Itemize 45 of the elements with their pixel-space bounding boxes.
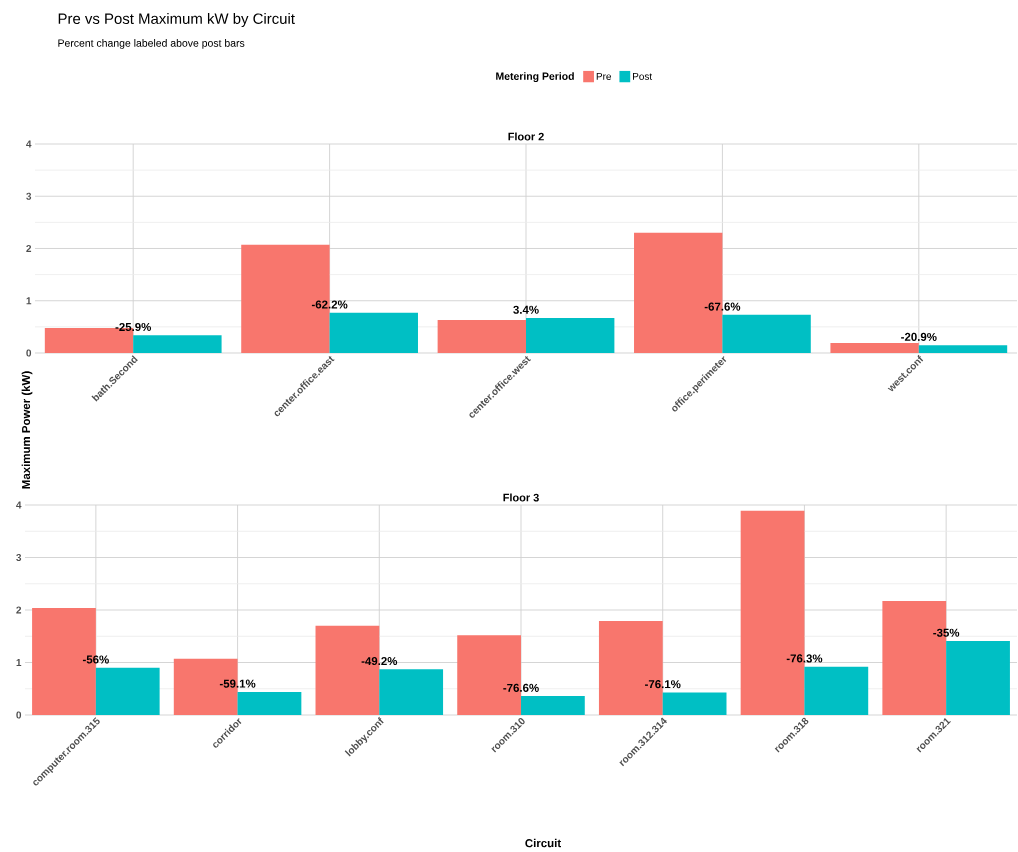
chart-title: Floor 3 bbox=[503, 493, 539, 502]
y-tick-label: 0 bbox=[16, 711, 22, 719]
bar bbox=[662, 692, 727, 715]
y-axis-title: Maximum Power (kW) bbox=[21, 371, 33, 489]
bar bbox=[237, 691, 302, 715]
annotation: -76.3% bbox=[786, 654, 823, 663]
chart-subtitle: Percent change labeled above post bars bbox=[58, 39, 245, 49]
bar bbox=[133, 335, 222, 353]
annotation: -67.6% bbox=[704, 302, 741, 311]
y-tick-label: 1 bbox=[16, 659, 22, 666]
text: Floor 2 bbox=[508, 132, 544, 141]
y-tick-label: 3 bbox=[26, 192, 32, 200]
y-tick-label: 1 bbox=[26, 297, 32, 305]
bar bbox=[804, 666, 869, 715]
legend-title: Metering Period bbox=[496, 72, 574, 83]
bar bbox=[521, 696, 585, 715]
annotation: -25.9% bbox=[115, 322, 152, 332]
chart-title: Pre vs Post Maximum kW by Circuit bbox=[58, 13, 295, 27]
annotation: -49.2% bbox=[361, 657, 398, 666]
y-tick-label: 4 bbox=[26, 140, 32, 148]
bar bbox=[946, 640, 1010, 715]
bar bbox=[722, 314, 811, 353]
y-tick-label: 2 bbox=[16, 606, 22, 614]
annotation: -76.1% bbox=[645, 680, 681, 689]
legend-label: Pre bbox=[596, 72, 612, 80]
annotation: -76.6% bbox=[503, 683, 539, 692]
legend-label: Post bbox=[633, 72, 653, 80]
y-tick-label: 3 bbox=[16, 553, 22, 562]
y-tick-label: 0 bbox=[26, 349, 32, 357]
bar bbox=[437, 320, 526, 353]
annotation: -56% bbox=[82, 655, 109, 664]
annotation: -35% bbox=[933, 628, 960, 637]
annotation: -20.9% bbox=[901, 332, 937, 341]
annotation: -59.1% bbox=[219, 679, 256, 688]
annotation: -62.2% bbox=[311, 300, 348, 309]
bar bbox=[379, 669, 444, 715]
annotation: 3.4% bbox=[513, 305, 539, 314]
bar bbox=[830, 343, 919, 353]
y-tick-label: 2 bbox=[26, 245, 32, 252]
bar bbox=[95, 667, 160, 715]
bar bbox=[329, 312, 418, 353]
bar bbox=[526, 317, 615, 353]
bar bbox=[918, 345, 1008, 353]
y-tick-label: 4 bbox=[16, 501, 22, 509]
x-axis-title: Circuit bbox=[525, 838, 562, 848]
